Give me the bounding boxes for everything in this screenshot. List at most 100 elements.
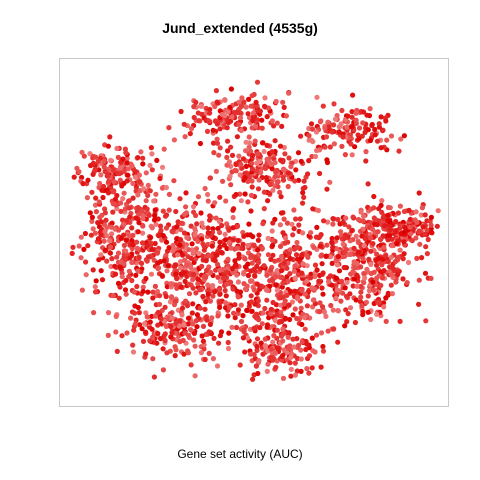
scatter-point (300, 230, 306, 236)
scatter-point (234, 245, 241, 251)
scatter-point (260, 284, 266, 290)
scatter-point (385, 259, 391, 265)
scatter-point (330, 307, 336, 313)
scatter-point (249, 166, 255, 172)
scatter-point (298, 158, 304, 164)
scatter-point (93, 195, 99, 201)
scatter-point (238, 318, 245, 325)
scatter-point (173, 298, 179, 304)
scatter-point (397, 203, 403, 209)
scatter-point (336, 124, 342, 130)
scatter-point (149, 246, 155, 252)
scatter-point (245, 199, 251, 205)
scatter-point (279, 354, 285, 360)
scatter-point (255, 186, 262, 192)
scatter-point (105, 332, 111, 338)
scatter-point (271, 333, 277, 339)
scatter-point (289, 221, 295, 227)
scatter-point (130, 232, 136, 238)
scatter-point (104, 233, 110, 239)
scatter-point (199, 220, 205, 226)
scatter-point (280, 99, 286, 105)
scatter-point (216, 218, 222, 224)
scatter-point (154, 157, 160, 163)
scatter-point (83, 259, 89, 265)
scatter-point (288, 164, 294, 170)
scatter-point (142, 321, 148, 327)
scatter-point (190, 301, 196, 307)
scatter-point (303, 346, 309, 353)
scatter-point (428, 275, 434, 281)
scatter-point (374, 251, 380, 257)
scatter-point (300, 261, 306, 267)
scatter-point (210, 140, 217, 146)
scatter-point (368, 235, 374, 241)
scatter-point (347, 305, 354, 311)
scatter-point (291, 344, 297, 350)
scatter-point (183, 298, 189, 304)
scatter-point (177, 237, 184, 243)
scatter-point (114, 145, 120, 152)
scatter-point (149, 225, 155, 231)
scatter-point (152, 283, 158, 289)
scatter-point (353, 117, 359, 123)
scatter-point (201, 346, 207, 352)
scatter-point (123, 248, 129, 254)
scatter-point (296, 342, 302, 348)
scatter-point (274, 311, 280, 318)
scatter-point (151, 217, 158, 223)
scatter-point (241, 99, 247, 105)
scatter-point (250, 110, 257, 116)
scatter-point (236, 99, 242, 105)
scatter-point (181, 257, 188, 263)
scatter-point (111, 189, 117, 195)
scatter-point (166, 125, 172, 131)
scatter-point (161, 258, 167, 264)
scatter-point (200, 323, 207, 329)
scatter-point (194, 221, 200, 227)
scatter-point (234, 223, 241, 229)
scatter-point (168, 323, 174, 330)
scatter-point (336, 129, 342, 135)
scatter-point (389, 291, 395, 297)
scatter-point (123, 291, 129, 297)
scatter-point (347, 291, 353, 297)
scatter-point (261, 263, 267, 269)
scatter-point (112, 196, 118, 202)
scatter-point (435, 208, 441, 214)
scatter-point (76, 243, 82, 249)
scatter-point (173, 320, 179, 326)
scatter-point (387, 226, 393, 232)
scatter-point (299, 270, 305, 276)
scatter-point (388, 282, 394, 288)
scatter-point (275, 257, 281, 263)
scatter-point (249, 278, 255, 284)
scatter-point (320, 343, 326, 350)
scatter-point (246, 134, 252, 140)
scatter-point (270, 339, 276, 345)
scatter-point (149, 167, 155, 173)
scatter-point (215, 313, 221, 319)
scatter-point (172, 353, 178, 359)
scatter-point (378, 145, 384, 151)
scatter-point (325, 219, 331, 225)
scatter-point (152, 207, 158, 213)
scatter-point (300, 190, 306, 196)
scatter-point (262, 95, 268, 101)
scatter-point (397, 318, 403, 324)
scatter-point (363, 299, 370, 305)
scatter-point (422, 270, 429, 276)
scatter-point (127, 214, 133, 220)
scatter-point (190, 321, 196, 327)
scatter-point (133, 317, 139, 323)
scatter-point (228, 279, 234, 285)
scatter-point (224, 154, 230, 160)
scatter-point (340, 241, 346, 247)
scatter-point (195, 281, 201, 287)
scatter-point (93, 278, 99, 284)
scatter-point (395, 210, 401, 216)
scatter-point (128, 315, 134, 321)
scatter-point (324, 157, 330, 163)
scatter-point (282, 315, 289, 321)
scatter-point (214, 121, 220, 127)
